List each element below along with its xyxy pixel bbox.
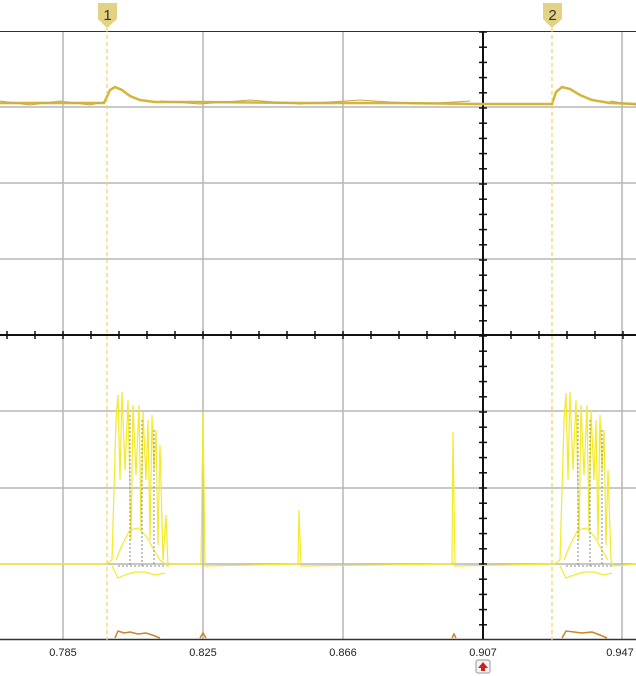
marker-2-tag[interactable] [543, 3, 562, 28]
marker-1[interactable]: 1 [98, 3, 117, 640]
axis-ticks [6, 31, 624, 626]
channel-b-dotted-fill [118, 415, 612, 567]
x-tick-label-0: 0.785 [49, 647, 77, 659]
trigger-position-arrow-icon[interactable] [475, 659, 491, 674]
x-axis-labels: 0.785 0.825 0.866 0.907 0.947 [49, 647, 634, 659]
x-tick-label-4: 0.947 [606, 647, 634, 659]
channel-a-noise [0, 99, 636, 106]
x-tick-label-2: 0.866 [329, 647, 357, 659]
marker-2-label: 2 [548, 7, 556, 24]
center-axes [0, 32, 636, 640]
channel-b-trace [0, 391, 636, 579]
channel-a-trace [0, 85, 636, 106]
x-tick-label-3: 0.907 [469, 647, 497, 659]
marker-1-tag[interactable] [98, 3, 117, 28]
x-tick-label-1: 0.825 [189, 647, 217, 659]
marker-1-label: 1 [103, 7, 111, 24]
marker-2[interactable]: 2 [543, 3, 562, 640]
channel-c-trace [114, 630, 608, 639]
